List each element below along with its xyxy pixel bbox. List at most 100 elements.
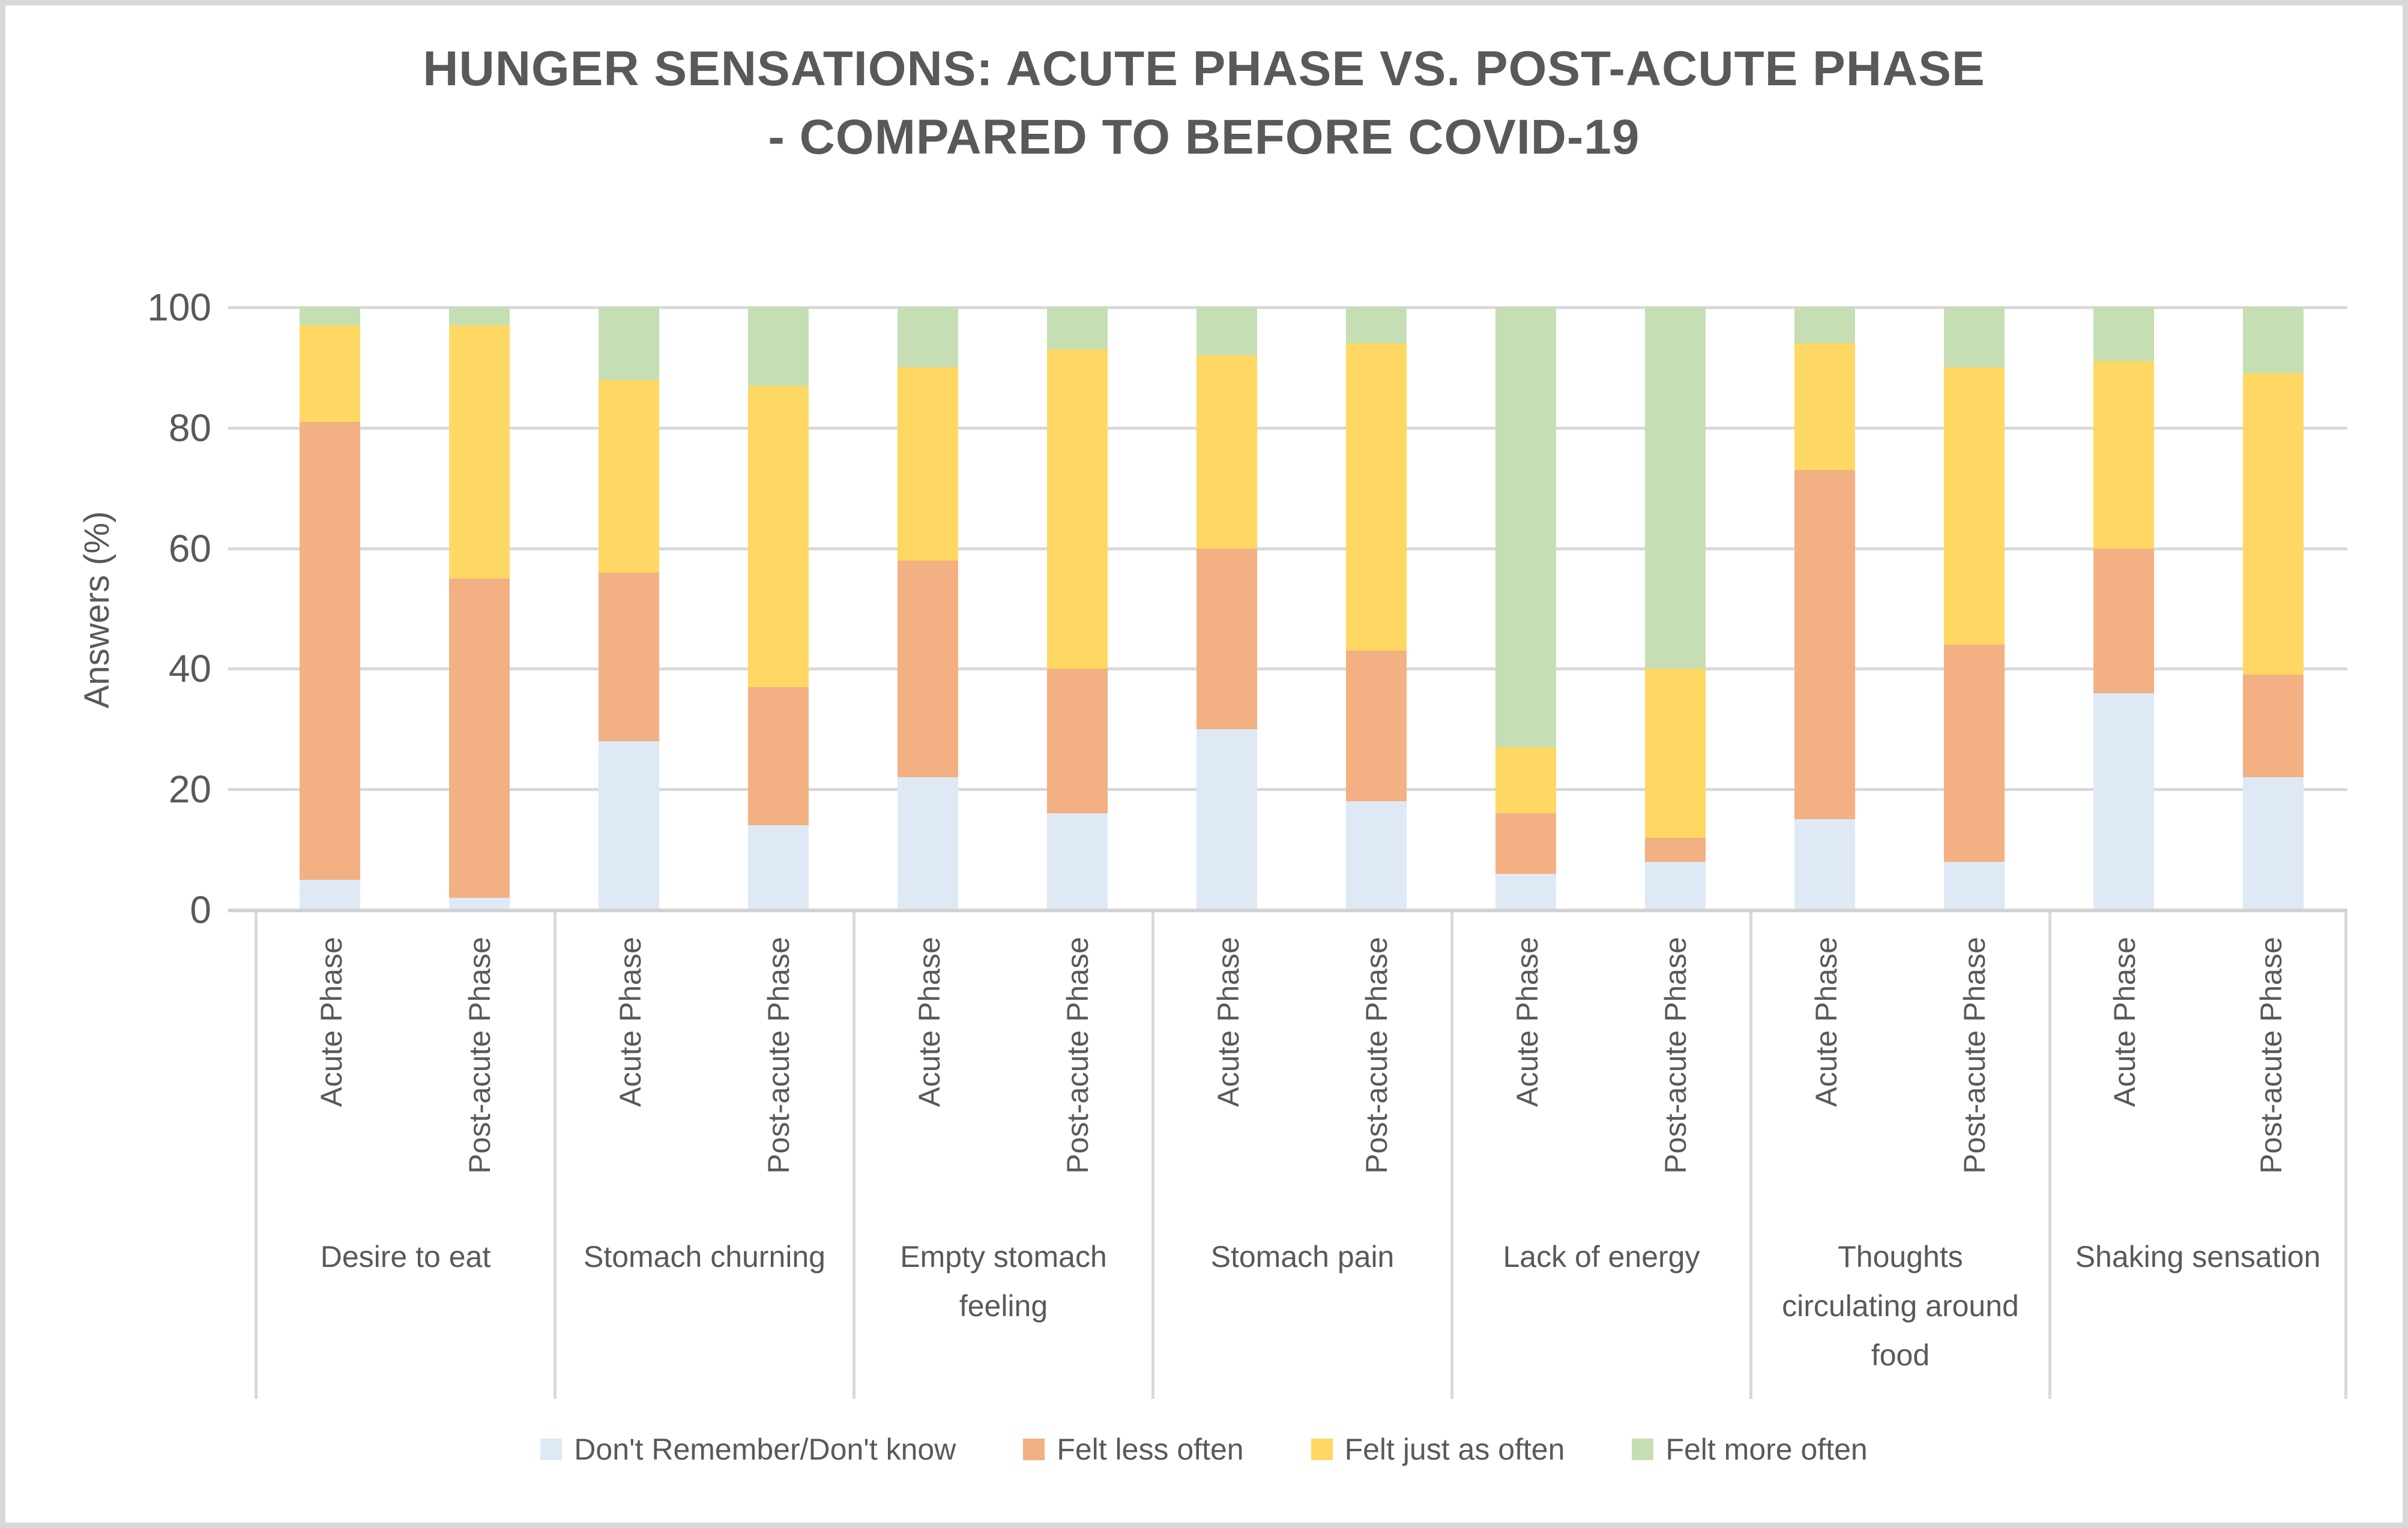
bar-segment <box>1495 747 1556 814</box>
chart-title: HUNGER SENSATIONS: ACUTE PHASE VS. POST-… <box>0 35 2408 172</box>
bar-segment <box>1196 729 1257 910</box>
bar-segment <box>897 367 958 561</box>
bar-segment <box>2242 777 2304 910</box>
bar-segment <box>1794 343 1855 471</box>
bar-segment <box>1345 651 1407 802</box>
axis-label-column: Acute Phase Post-acute Phase Stomach pain <box>1151 912 1450 1399</box>
legend: Don't Remember/Don't know Felt less often… <box>0 1432 2408 1467</box>
stacked-bar <box>1345 307 1407 910</box>
category-label-line: Stomach pain <box>1210 1240 1395 1274</box>
bar-segment <box>897 777 958 910</box>
x-axis-line <box>228 909 2347 912</box>
gridline-40 <box>228 667 2347 671</box>
phase-label: Post-acute Phase <box>462 937 496 1174</box>
bar-segment <box>2093 693 2154 910</box>
bar-segment <box>2093 307 2154 362</box>
legend-swatch <box>1311 1439 1333 1460</box>
y-tick-20: 20 <box>168 768 211 811</box>
gridline-80 <box>228 426 2347 430</box>
bar-segment <box>1644 307 1706 669</box>
bar-segment <box>1345 307 1407 344</box>
legend-label: Felt less often <box>1057 1433 1244 1466</box>
category-group-6 <box>1749 307 2048 910</box>
category-group-7 <box>2048 307 2347 910</box>
stacked-bar <box>299 307 360 910</box>
bar-segment <box>2242 373 2304 675</box>
stacked-bar <box>897 307 958 910</box>
bar-segment <box>448 897 510 910</box>
legend-label: Don't Remember/Don't know <box>574 1433 956 1466</box>
stacked-bar <box>1794 307 1855 910</box>
bar-segment <box>2242 675 2304 778</box>
axis-label-column: Acute Phase Post-acute Phase Desire to eat <box>255 912 554 1399</box>
plot-area <box>255 307 2347 910</box>
bar-segment <box>299 421 360 880</box>
category-label: Desire to eat <box>265 1232 546 1281</box>
category-label: Thoughts circulating around food <box>1760 1232 2041 1380</box>
axis-label-column: Acute Phase Post-acute Phase Thoughts circu… <box>1749 912 2048 1399</box>
bar-segment <box>598 741 659 910</box>
chart-title-line-1: HUNGER SENSATIONS: ACUTE PHASE VS. POST-… <box>423 41 1985 96</box>
category-label-line: feeling <box>959 1289 1048 1323</box>
gridline-100 <box>228 306 2347 309</box>
bar-segment <box>1943 367 2005 645</box>
legend-swatch <box>1632 1439 1654 1460</box>
legend-label: Felt more often <box>1665 1433 1868 1466</box>
axis-label-column: Acute Phase Post-acute Phase Shaking sensa… <box>2048 912 2347 1399</box>
bar-segment <box>598 572 659 741</box>
category-label-line: Desire to eat <box>320 1240 491 1274</box>
category-label-line: food <box>1871 1338 1930 1372</box>
bar-segment <box>897 560 958 778</box>
bar-segment <box>1794 307 1855 344</box>
legend-item: Felt more often <box>1632 1432 1868 1467</box>
phase-label: Post-acute Phase <box>1957 937 1991 1174</box>
bar-segment <box>1495 307 1556 747</box>
bar-segment <box>747 687 809 826</box>
bar-segment <box>1943 861 2005 910</box>
stacked-bar <box>448 307 510 910</box>
bar-segment <box>448 325 510 579</box>
category-group-3 <box>852 307 1151 910</box>
legend-label: Felt just as often <box>1344 1433 1565 1466</box>
phase-label: Post-acute Phase <box>1658 937 1692 1174</box>
phase-label: Post-acute Phase <box>1359 937 1393 1174</box>
gridline-20 <box>228 788 2347 792</box>
legend-swatch <box>540 1439 563 1460</box>
stacked-bar <box>1644 307 1706 910</box>
bar-segment <box>598 379 659 573</box>
bar-segment <box>1495 813 1556 874</box>
category-label: Stomach pain <box>1162 1232 1443 1281</box>
phase-label: Acute Phase <box>913 937 947 1107</box>
category-group-2 <box>554 307 852 910</box>
bar-segment <box>448 578 510 898</box>
stacked-bar <box>1495 307 1556 910</box>
x-axis-label-area: Acute Phase Post-acute Phase Desire to eat… <box>255 912 2347 1399</box>
bar-segment <box>1196 548 1257 729</box>
bar-segment <box>299 879 360 910</box>
category-group-4 <box>1151 307 1450 910</box>
bar-segment <box>1046 813 1108 910</box>
stacked-bar <box>1943 307 2005 910</box>
bar-segment <box>747 307 809 386</box>
category-label: Stomach churning <box>564 1232 845 1281</box>
category-label-line: circulating around <box>1782 1289 2019 1323</box>
category-label-line: Empty stomach <box>900 1240 1107 1274</box>
bar-segment <box>1046 349 1108 669</box>
category-label-line: Stomach churning <box>583 1240 825 1274</box>
bar-segment <box>2093 361 2154 549</box>
bar-segment <box>1794 470 1855 820</box>
bar-segment <box>897 307 958 368</box>
bar-segment <box>1943 645 2005 862</box>
category-group-1 <box>255 307 554 910</box>
bar-segment <box>2242 307 2304 374</box>
bar-segment <box>1644 861 1706 910</box>
phase-label: Acute Phase <box>1510 937 1545 1107</box>
y-tick-0: 0 <box>190 888 211 931</box>
bar-segment <box>1046 307 1108 350</box>
stacked-bar <box>2242 307 2304 910</box>
category-label: Empty stomach feeling <box>863 1232 1144 1331</box>
bar-segment <box>1644 837 1706 862</box>
bar-segment <box>598 307 659 380</box>
y-tick-100: 100 <box>147 286 211 329</box>
